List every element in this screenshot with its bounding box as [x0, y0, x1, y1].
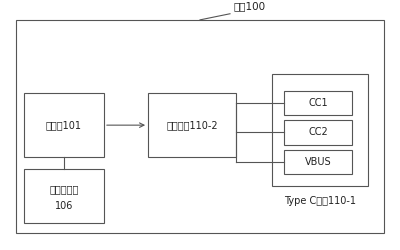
Bar	[284, 120, 352, 145]
Bar	[272, 74, 368, 186]
Bar	[284, 91, 352, 115]
Text: 106: 106	[55, 201, 73, 211]
Text: 接口芯片110-2: 接口芯片110-2	[166, 120, 218, 130]
Bar	[148, 93, 236, 157]
Text: 运动传感器: 运动传感器	[49, 184, 79, 194]
Text: CC1: CC1	[308, 98, 328, 108]
Text: CC2: CC2	[308, 128, 328, 138]
Text: VBUS: VBUS	[305, 157, 331, 167]
Bar	[284, 150, 352, 174]
Text: 终端100: 终端100	[234, 1, 266, 11]
Bar	[24, 93, 104, 157]
Text: 处理器101: 处理器101	[46, 120, 82, 130]
Bar	[24, 169, 104, 223]
Bar	[16, 20, 384, 233]
Text: Type C接口110-1: Type C接口110-1	[284, 196, 356, 206]
